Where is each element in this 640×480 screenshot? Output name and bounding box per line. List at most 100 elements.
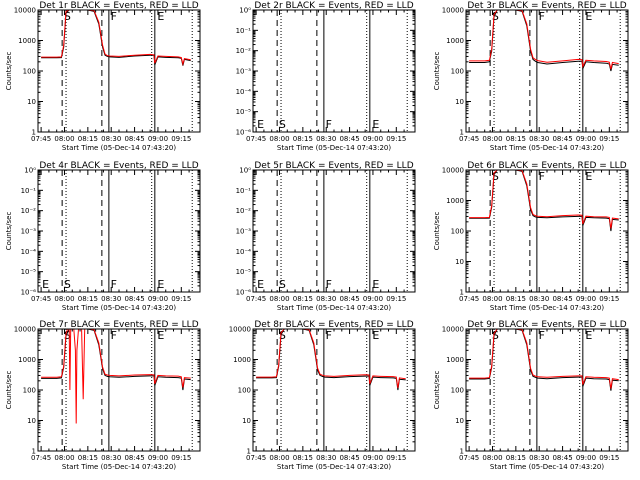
y-tick-label: 1 <box>247 448 251 456</box>
x-axis-label: Start Time (05-Dec-14 07:43:20) <box>490 144 604 152</box>
panel-7: Det 7r BLACK = Events, RED = LLD Counts/s… <box>5 320 201 471</box>
y-tick-label: 10⁻⁶ <box>21 289 37 297</box>
interval-marker-S: S <box>279 329 286 342</box>
x-tick-label: 09:15 <box>599 454 619 462</box>
x-tick-label: 08:00 <box>54 135 74 143</box>
y-tick-label: 10 <box>27 98 36 106</box>
interval-marker-E: E <box>42 278 49 291</box>
interval-marker-E: E <box>157 329 164 342</box>
x-tick-label: 08:45 <box>552 135 572 143</box>
x-tick-label: 08:00 <box>482 135 502 143</box>
panel-title: Det 8r BLACK = Events, RED = LLD <box>254 320 413 330</box>
x-axis-label: Start Time (05-Dec-14 07:43:20) <box>277 463 391 471</box>
y-tick-label: 10⁰ <box>24 167 36 175</box>
y-tick-label: 1 <box>460 448 464 456</box>
x-axis-label: Start Time (05-Dec-14 07:43:20) <box>62 304 176 312</box>
x-tick-label: 09:15 <box>599 295 619 303</box>
interval-marker-E: E <box>585 329 592 342</box>
x-tick-label: 08:00 <box>269 454 289 462</box>
panel-1: Det 1r BLACK = Events, RED = LLD Counts/s… <box>5 1 201 152</box>
series-lld <box>469 10 619 70</box>
x-tick-label: 08:45 <box>339 295 359 303</box>
interval-marker-E: E <box>257 118 264 131</box>
panel-5: Det 5r BLACK = Events, RED = LLD Start Ti… <box>236 161 416 312</box>
y-tick-label: 10⁻⁵ <box>236 108 252 116</box>
x-tick-label: 07:45 <box>459 135 479 143</box>
interval-marker-E: E <box>157 10 164 23</box>
x-tick-label: 09:00 <box>148 135 168 143</box>
y-tick-label: 100 <box>238 387 251 395</box>
panel-title: Det 2r BLACK = Events, RED = LLD <box>254 1 413 11</box>
interval-marker-E: E <box>257 278 264 291</box>
x-tick-label: 08:45 <box>124 135 144 143</box>
interval-marker-F: F <box>539 10 545 23</box>
x-tick-label: 08:30 <box>101 295 121 303</box>
panel-title: Det 1r BLACK = Events, RED = LLD <box>39 1 198 11</box>
interval-marker-E: E <box>372 118 379 131</box>
y-tick-label: 10000 <box>442 167 464 175</box>
y-tick-label: 100 <box>451 68 464 76</box>
interval-marker-F: F <box>326 329 332 342</box>
panel-4: Det 4r BLACK = Events, RED = LLD Counts/s… <box>5 161 201 312</box>
y-tick-label: 10⁻⁵ <box>21 268 37 276</box>
y-tick-label: 10 <box>455 258 464 266</box>
panel-title: Det 7r BLACK = Events, RED = LLD <box>39 320 198 330</box>
x-tick-label: 09:00 <box>576 295 596 303</box>
interval-marker-S: S <box>492 329 499 342</box>
y-tick-label: 1 <box>32 448 36 456</box>
y-tick-label: 10⁻⁴ <box>236 248 252 256</box>
x-tick-label: 08:00 <box>269 135 289 143</box>
panel-title: Det 5r BLACK = Events, RED = LLD <box>254 161 413 171</box>
x-axis-label: Start Time (05-Dec-14 07:43:20) <box>277 304 391 312</box>
y-tick-label: 10 <box>455 98 464 106</box>
y-tick-label: 10⁻⁶ <box>236 129 252 137</box>
x-tick-label: 09:15 <box>171 135 191 143</box>
interval-marker-E: E <box>372 278 379 291</box>
y-tick-label: 10⁻¹ <box>21 187 37 195</box>
interval-marker-F: F <box>111 329 117 342</box>
x-tick-label: 08:15 <box>293 454 313 462</box>
series-lld <box>41 10 191 66</box>
panel-6: Det 6r BLACK = Events, RED = LLD Counts/s… <box>433 161 629 312</box>
series-lld <box>469 329 619 389</box>
x-tick-label: 07:45 <box>246 454 266 462</box>
y-tick-label: 10000 <box>14 7 36 15</box>
y-tick-label: 1 <box>460 289 464 297</box>
interval-marker-E: E <box>585 170 592 183</box>
y-tick-label: 10000 <box>14 326 36 334</box>
interval-marker-S: S <box>64 278 71 291</box>
interval-marker-F: F <box>111 10 117 23</box>
x-tick-label: 08:30 <box>101 454 121 462</box>
x-tick-label: 08:15 <box>78 135 98 143</box>
x-tick-label: 08:30 <box>529 454 549 462</box>
y-tick-label: 10000 <box>229 326 251 334</box>
x-tick-label: 08:45 <box>124 454 144 462</box>
y-tick-label: 10 <box>27 417 36 425</box>
y-tick-label: 100 <box>451 228 464 236</box>
y-tick-label: 10⁻² <box>236 207 252 215</box>
y-tick-label: 10⁻³ <box>21 228 37 236</box>
series-events <box>41 10 191 66</box>
x-tick-label: 09:00 <box>363 295 383 303</box>
y-tick-label: 10⁻¹ <box>236 27 252 35</box>
interval-marker-S: S <box>279 278 286 291</box>
x-tick-label: 09:00 <box>576 135 596 143</box>
x-tick-label: 08:15 <box>78 295 98 303</box>
interval-marker-E: E <box>585 10 592 23</box>
x-tick-label: 08:30 <box>101 135 121 143</box>
x-tick-label: 08:00 <box>482 454 502 462</box>
y-tick-label: 100 <box>23 68 36 76</box>
y-axis-label: Counts/sec <box>5 52 13 91</box>
interval-marker-F: F <box>111 278 117 291</box>
y-axis-label: Counts/sec <box>433 371 441 410</box>
x-tick-label: 09:15 <box>599 135 619 143</box>
interval-marker-S: S <box>64 329 71 342</box>
y-tick-label: 10⁻³ <box>236 228 252 236</box>
x-tick-label: 08:15 <box>293 135 313 143</box>
x-tick-label: 07:45 <box>31 454 51 462</box>
panel-2: Det 2r BLACK = Events, RED = LLD Start Ti… <box>236 1 416 152</box>
y-tick-label: 100 <box>23 387 36 395</box>
x-tick-label: 09:00 <box>576 454 596 462</box>
y-tick-label: 100 <box>451 387 464 395</box>
